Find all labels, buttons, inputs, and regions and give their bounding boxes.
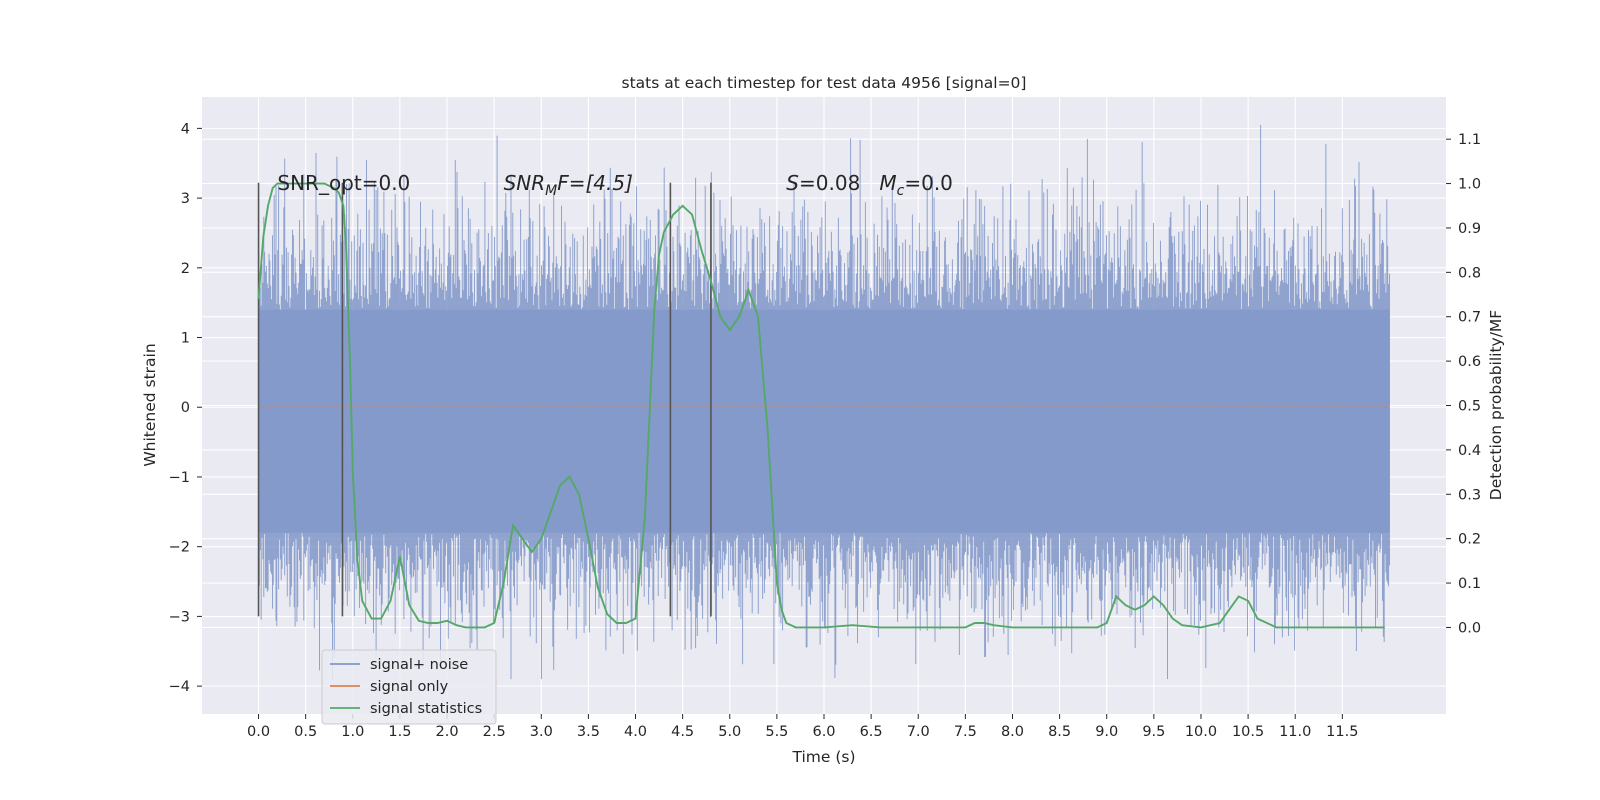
y-tick-label: 4	[181, 121, 190, 137]
noise-series	[258, 124, 1390, 680]
y-right-tick-label: 1.1	[1458, 132, 1481, 148]
y-right-tick-label: 0.3	[1458, 487, 1481, 503]
x-tick-label: 0.5	[294, 724, 317, 740]
y-tick-label: −1	[169, 470, 190, 486]
y-right-tick-label: 1.0	[1458, 177, 1481, 193]
x-tick-label: 10.5	[1232, 724, 1264, 740]
x-tick-label: 5.0	[718, 724, 741, 740]
y-tick-label: 3	[181, 191, 190, 207]
y-tick-label: 1	[181, 331, 190, 347]
x-ticks: 0.0 0.5 1.0 1.5 2.0 2.5 3.0 3.5 4.0 4.5 5.0 5.5 6.0 6…	[247, 714, 1358, 740]
y-tick-label: −3	[169, 609, 190, 625]
statistics-line	[257, 182, 1385, 629]
y-tick-label: −4	[169, 679, 190, 695]
legend-label-signal-only: signal only	[370, 679, 449, 695]
statistics-series	[257, 182, 1385, 629]
y-right-tick-label: 0.7	[1458, 310, 1481, 326]
chart-title: stats at each timestep for test data 495…	[622, 74, 1027, 92]
x-tick-label: 8.5	[1048, 724, 1071, 740]
legend-box	[321, 649, 497, 725]
y-right-tick-label: 0.6	[1458, 354, 1481, 370]
x-tick-label: 3.0	[530, 724, 553, 740]
legend: signal+ noise signal only signal statist…	[321, 649, 497, 725]
y-right-axis-label: Detection probability/MF	[1487, 310, 1505, 501]
y-tick-label: −2	[169, 540, 190, 556]
x-tick-label: 4.0	[624, 724, 647, 740]
x-tick-label: 9.0	[1095, 724, 1118, 740]
y-right-tick-label: 0.4	[1458, 443, 1481, 459]
annotation-stats: S=0.08 Mc=0.0	[786, 171, 953, 199]
x-tick-label: 4.5	[671, 724, 694, 740]
x-tick-label: 7.0	[907, 724, 930, 740]
x-axis-label: Time (s)	[791, 748, 855, 766]
y-right-tick-label: 0.5	[1458, 399, 1481, 415]
x-tick-label: 10.0	[1185, 724, 1217, 740]
x-tick-label: 6.5	[860, 724, 883, 740]
x-tick-label: 1.5	[388, 724, 411, 740]
y-right-tick-label: 0.8	[1458, 265, 1481, 281]
y-axis-label: Whitened strain	[141, 343, 159, 466]
x-tick-label: 8.0	[1001, 724, 1024, 740]
annotation-snr-opt: SNR_opt=0.0	[277, 171, 410, 195]
y-right-tick-label: 0.0	[1458, 620, 1481, 636]
vertical-markers	[257, 182, 712, 617]
x-tick-label: 2.5	[483, 724, 506, 740]
x-tick-label: 5.5	[765, 724, 788, 740]
x-tick-label: 1.0	[341, 724, 364, 740]
x-tick-label: 9.5	[1142, 724, 1165, 740]
y-right-tick-label: 0.9	[1458, 221, 1481, 237]
x-tick-label: 11.0	[1279, 724, 1311, 740]
x-tick-label: 6.0	[812, 724, 835, 740]
legend-label-noise: signal+ noise	[370, 657, 468, 673]
x-tick-label: 11.5	[1326, 724, 1358, 740]
x-tick-label: 2.0	[435, 724, 458, 740]
y-right-tick-label: 0.2	[1458, 532, 1481, 548]
x-tick-label: 3.5	[577, 724, 600, 740]
y-left-ticks: −4 −3 −2 −1 0 1 2 3 4	[169, 121, 202, 695]
x-tick-label: 0.0	[247, 724, 270, 740]
y-right-ticks: 0.0 0.1 0.2 0.3 0.4 0.5 0.6 0.7 0.8 0.9 1.0 1.1	[1446, 132, 1481, 636]
x-tick-label: 7.5	[954, 724, 977, 740]
y-tick-label: 0	[181, 400, 190, 416]
legend-label-statistics: signal statistics	[370, 701, 482, 717]
y-tick-label: 2	[181, 261, 190, 277]
y-right-tick-label: 0.1	[1458, 576, 1481, 592]
annotation-snr-mf: SNRMF=[4.5]	[504, 171, 633, 199]
